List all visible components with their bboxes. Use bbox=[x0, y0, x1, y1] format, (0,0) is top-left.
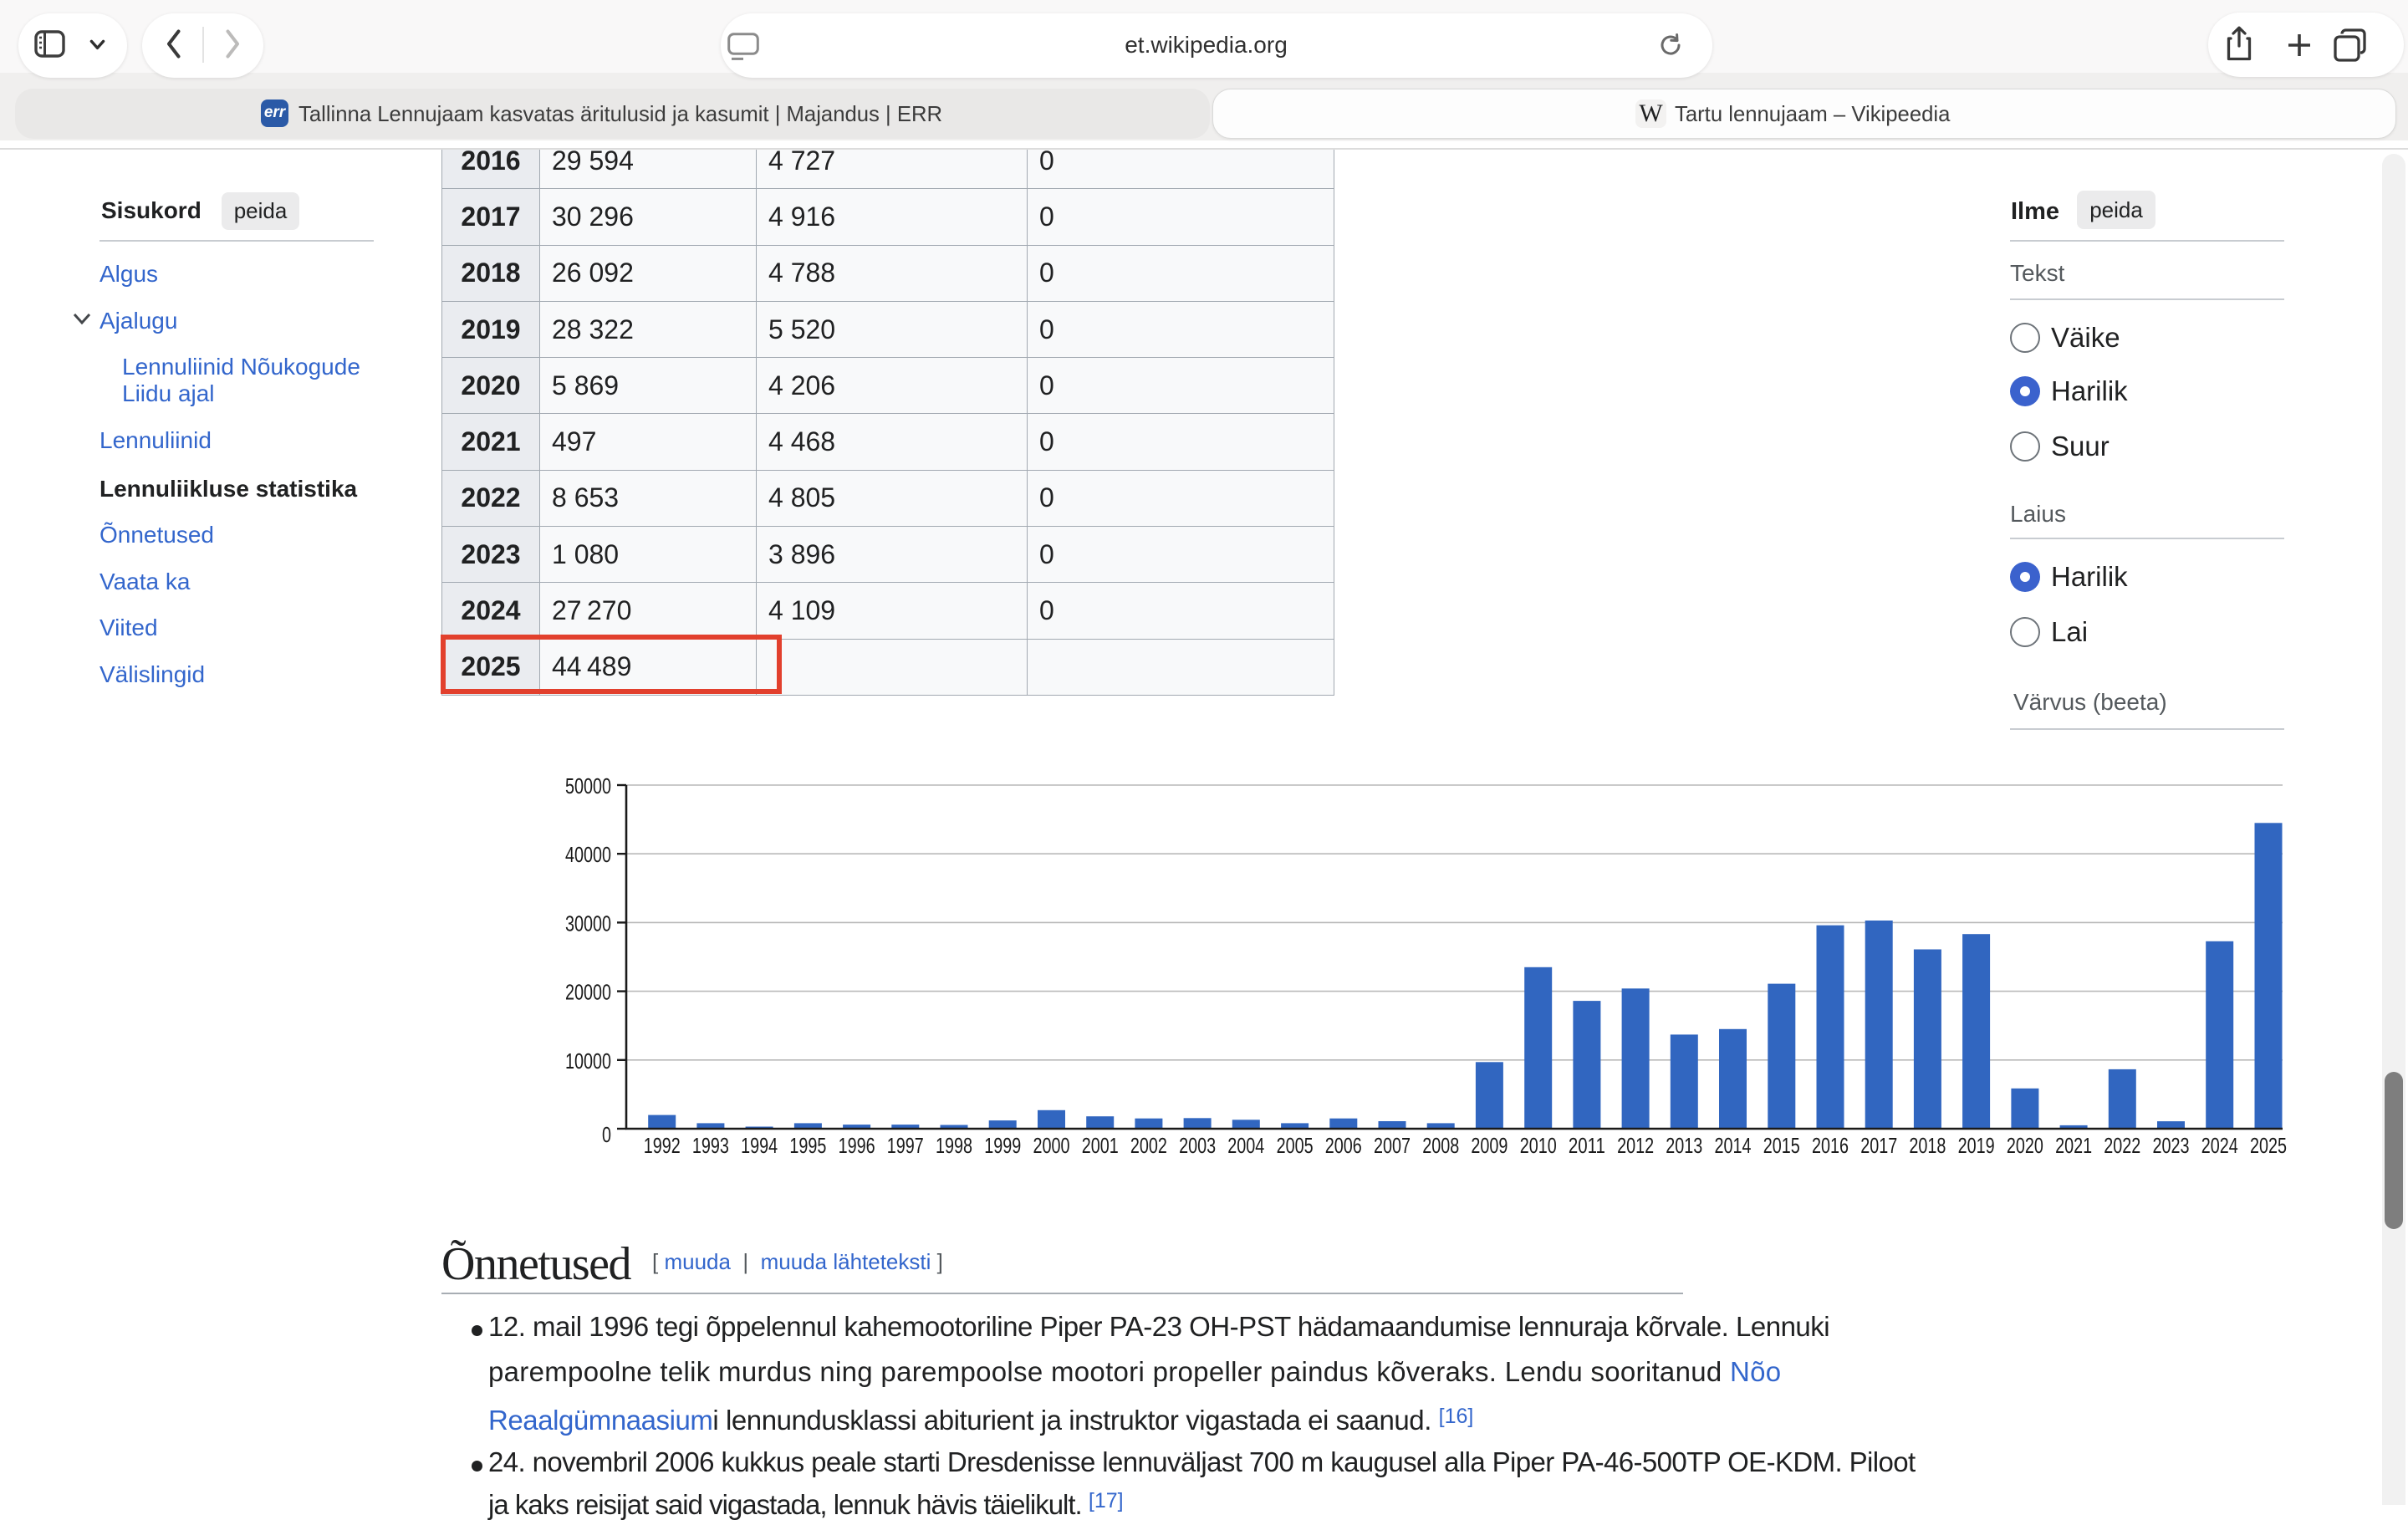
svg-text:2010: 2010 bbox=[1520, 1133, 1557, 1158]
svg-text:50000: 50000 bbox=[565, 773, 611, 798]
svg-text:20000: 20000 bbox=[565, 980, 611, 1005]
svg-text:2008: 2008 bbox=[1422, 1133, 1459, 1158]
svg-text:2003: 2003 bbox=[1179, 1133, 1216, 1158]
svg-text:2004: 2004 bbox=[1227, 1133, 1264, 1158]
svg-text:2019: 2019 bbox=[1958, 1133, 1995, 1158]
svg-text:2015: 2015 bbox=[1763, 1133, 1800, 1158]
svg-text:2001: 2001 bbox=[1082, 1133, 1119, 1158]
svg-text:2002: 2002 bbox=[1130, 1133, 1167, 1158]
svg-text:2016: 2016 bbox=[1812, 1133, 1849, 1158]
svg-text:1997: 1997 bbox=[887, 1133, 924, 1158]
svg-text:1995: 1995 bbox=[789, 1133, 826, 1158]
svg-text:2025: 2025 bbox=[2250, 1133, 2287, 1158]
svg-text:1993: 1993 bbox=[692, 1133, 729, 1158]
svg-text:2006: 2006 bbox=[1325, 1133, 1362, 1158]
svg-text:2009: 2009 bbox=[1471, 1133, 1508, 1158]
svg-text:40000: 40000 bbox=[565, 842, 611, 867]
svg-text:1996: 1996 bbox=[839, 1133, 875, 1158]
svg-text:2017: 2017 bbox=[1860, 1133, 1897, 1158]
svg-text:1994: 1994 bbox=[741, 1133, 778, 1158]
svg-text:2007: 2007 bbox=[1374, 1133, 1411, 1158]
svg-text:2018: 2018 bbox=[1909, 1133, 1946, 1158]
svg-text:30000: 30000 bbox=[565, 910, 611, 936]
svg-text:2005: 2005 bbox=[1277, 1133, 1314, 1158]
svg-text:0: 0 bbox=[602, 1122, 611, 1147]
svg-text:2024: 2024 bbox=[2201, 1133, 2238, 1158]
svg-text:1992: 1992 bbox=[644, 1133, 681, 1158]
svg-text:2022: 2022 bbox=[2104, 1133, 2140, 1158]
svg-text:2023: 2023 bbox=[2153, 1133, 2190, 1158]
svg-text:1999: 1999 bbox=[984, 1133, 1021, 1158]
svg-text:2000: 2000 bbox=[1033, 1133, 1070, 1158]
svg-text:2021: 2021 bbox=[2055, 1133, 2092, 1158]
svg-text:2013: 2013 bbox=[1666, 1133, 1702, 1158]
svg-text:2011: 2011 bbox=[1569, 1133, 1605, 1158]
svg-text:1998: 1998 bbox=[936, 1133, 972, 1158]
svg-text:2014: 2014 bbox=[1715, 1133, 1752, 1158]
svg-text:10000: 10000 bbox=[565, 1048, 611, 1074]
svg-text:2020: 2020 bbox=[2007, 1133, 2043, 1158]
svg-text:2012: 2012 bbox=[1617, 1133, 1654, 1158]
